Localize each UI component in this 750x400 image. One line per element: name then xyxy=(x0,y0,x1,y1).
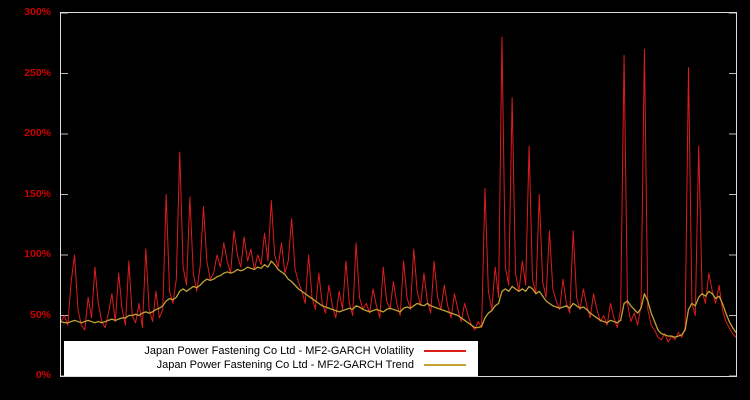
trend-line xyxy=(61,260,736,338)
legend: Japan Power Fastening Co Ltd - MF2-GARCH… xyxy=(64,341,478,376)
legend-swatch-volatility-line xyxy=(424,350,466,352)
plot-area: Japan Power Fastening Co Ltd - MF2-GARCH… xyxy=(60,12,737,377)
plot-svg xyxy=(61,13,736,376)
y-tick-label: 100% xyxy=(24,248,51,260)
y-tick-label: 0% xyxy=(35,369,51,381)
y-tick-label: 50% xyxy=(29,308,51,321)
y-tick-label: 200% xyxy=(24,127,51,139)
legend-label-trend: Japan Power Fastening Co Ltd - MF2-GARCH… xyxy=(156,359,414,371)
legend-swatch-trend-line xyxy=(424,364,466,366)
y-axis: 0% 50% 100% 150% 200% 250% 300% xyxy=(0,6,56,381)
legend-item-trend: Japan Power Fastening Co Ltd - MF2-GARCH… xyxy=(76,358,466,372)
y-tick-label: 300% xyxy=(24,6,51,18)
legend-item-volatility: Japan Power Fastening Co Ltd - MF2-GARCH… xyxy=(76,344,466,358)
volatility-line xyxy=(61,36,736,343)
legend-label-volatility: Japan Power Fastening Co Ltd - MF2-GARCH… xyxy=(144,345,414,357)
y-tick-label: 250% xyxy=(24,66,51,79)
y-tick-label: 150% xyxy=(24,187,51,200)
